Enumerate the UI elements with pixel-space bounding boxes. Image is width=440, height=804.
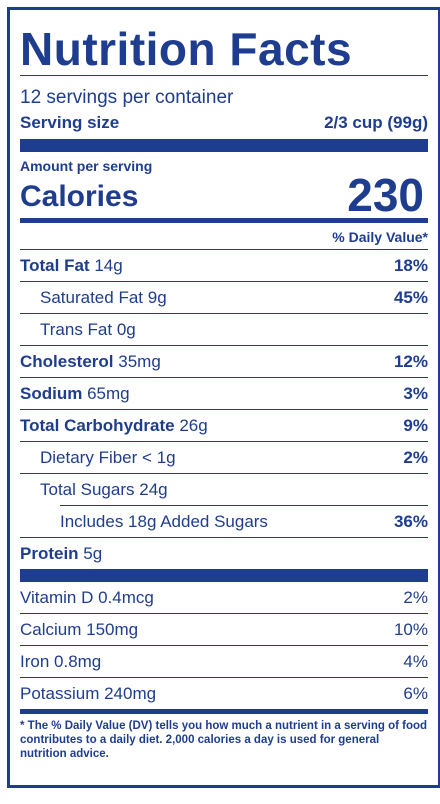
divider [20,313,428,314]
divider [20,645,428,646]
divider [20,441,428,442]
serving-size-label: Serving size [20,113,120,132]
divider-medium [20,709,428,714]
calories-label: Calories [20,180,139,213]
nutrient-row-total-carbohydrate: Total Carbohydrate 26g 9% [20,410,428,441]
divider [20,473,428,474]
serving-size-value: 2/3 cup (99g) [324,113,428,132]
vitamin-dv: 10% [393,619,428,639]
nutrient-name: Total Carbohydrate [20,415,175,435]
nutrient-row-dietary-fiber: Dietary Fiber < 1g 2% [20,442,428,473]
divider-medium [20,218,428,223]
nutrient-amount: 26g [179,415,208,435]
nutrient-dv: 9% [403,415,428,435]
vitamin-row-calcium: Calcium 150mg 10% [20,614,428,645]
divider [20,345,428,346]
serving-size-row: Serving size 2/3 cup (99g) [20,113,428,133]
divider-thick [20,569,428,582]
divider [20,613,428,614]
nutrient-amount: 14g [94,255,123,275]
nutrient-name: Total Sugars [40,479,135,499]
vitamin-name: Calcium 150mg [20,619,139,639]
calories-value: 230 [347,169,424,221]
divider [20,537,428,538]
vitamin-dv: 6% [403,683,428,703]
divider [20,409,428,410]
nutrient-dv: 18% [393,255,428,275]
vitamin-name: Vitamin D 0.4mcg [20,587,154,607]
divider [60,505,428,506]
nutrient-name: Cholesterol [20,351,114,371]
nutrient-name: Total Fat [20,255,90,275]
nutrient-row-sodium: Sodium 65mg 3% [20,378,428,409]
nutrient-dv: 12% [393,351,428,371]
nutrient-dv: 3% [403,383,428,403]
daily-value-header: % Daily Value* [332,229,428,245]
nutrient-dv: 36% [393,511,428,531]
nutrient-name: Protein [20,543,79,563]
nutrient-amount: 5g [83,543,103,563]
footnote: * The % Daily Value (DV) tells you how m… [20,720,428,760]
divider [20,249,428,250]
divider [20,75,428,76]
vitamin-dv: 2% [403,587,428,607]
nutrient-dv: 45% [393,287,428,307]
nutrient-amount: 24g [139,479,168,499]
divider [20,281,428,282]
nutrient-amount: 35mg [118,351,161,371]
vitamin-dv: 4% [403,651,428,671]
nutrient-name: Includes 18g Added Sugars [60,511,268,531]
nutrient-amount: 0g [116,319,136,339]
nutrient-name: Sodium [20,383,83,403]
nutrient-row-cholesterol: Cholesterol 35mg 12% [20,346,428,377]
vitamin-row-vitamin-d: Vitamin D 0.4mcg 2% [20,582,428,613]
nutrient-amount: 65mg [87,383,130,403]
nutrient-row-trans-fat: Trans Fat 0g [20,314,428,345]
nutrient-name: Saturated Fat [40,287,144,307]
divider [20,677,428,678]
nutrient-row-total-fat: Total Fat 14g 18% [20,250,428,281]
nutrient-name: Dietary Fiber [40,447,138,467]
vitamin-row-iron: Iron 0.8mg 4% [20,646,428,677]
servings-per-container: 12 servings per container [20,87,234,108]
nutrient-name: Trans Fat [40,319,113,339]
divider [20,377,428,378]
divider-thick [20,139,428,152]
nutrient-amount: < 1g [142,447,176,467]
nutrient-row-saturated-fat: Saturated Fat 9g 45% [20,282,428,313]
nutrient-dv: 2% [403,447,428,467]
nutrition-label: Nutrition Facts 12 servings per containe… [7,7,440,788]
nutrient-row-added-sugars: Includes 18g Added Sugars 36% [20,506,428,537]
nutrient-row-total-sugars: Total Sugars 24g [20,474,428,505]
calories-row: Calories 230 [20,172,428,218]
label-title: Nutrition Facts [20,23,353,75]
nutrient-amount: 9g [147,287,167,307]
nutrient-row-protein: Protein 5g [20,538,428,569]
amount-per-serving: Amount per serving [20,158,153,174]
vitamin-name: Potassium 240mg [20,683,157,703]
vitamin-row-potassium: Potassium 240mg 6% [20,678,428,709]
vitamin-name: Iron 0.8mg [20,651,102,671]
